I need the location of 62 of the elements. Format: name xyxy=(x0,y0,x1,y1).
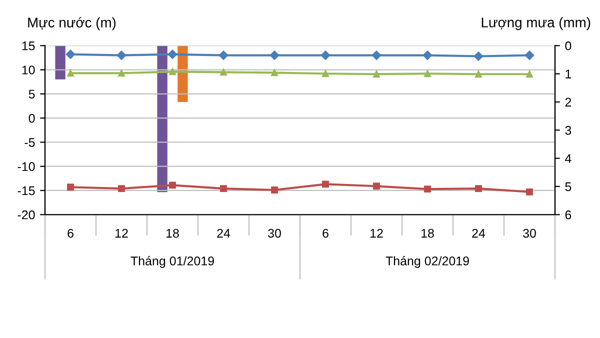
x-tick-label: 6 xyxy=(322,228,328,238)
y2-tick-label: 6 xyxy=(565,210,572,220)
point xyxy=(218,50,228,60)
y2-axis-title: Lượng mưa (mm) xyxy=(482,17,590,30)
point xyxy=(424,70,431,78)
y-tick-label: 15 xyxy=(22,42,35,50)
point xyxy=(66,50,76,59)
x-tick-label: 12 xyxy=(370,228,383,238)
y2-tick-label: 1 xyxy=(566,70,572,78)
point xyxy=(116,50,126,60)
point xyxy=(169,68,176,76)
bar xyxy=(55,46,66,80)
point xyxy=(475,185,482,192)
y2-tick-label: 0 xyxy=(565,41,572,50)
y-tick-label: -10 xyxy=(18,162,35,171)
point xyxy=(168,50,178,59)
point xyxy=(526,188,533,196)
point xyxy=(67,70,74,77)
x-tick-label: 30 xyxy=(268,228,281,238)
point xyxy=(220,185,227,192)
point xyxy=(271,69,278,76)
point xyxy=(118,70,125,77)
x-tick-label: 24 xyxy=(217,228,230,238)
point xyxy=(322,180,329,188)
point xyxy=(322,70,329,78)
y-tick-label: 10 xyxy=(22,66,35,74)
point xyxy=(271,186,278,194)
point xyxy=(475,70,482,78)
bar xyxy=(178,46,188,102)
y-tick-label: -20 xyxy=(18,210,35,220)
point xyxy=(422,50,432,60)
point xyxy=(524,50,534,60)
y2-tick-label: 5 xyxy=(565,182,572,192)
x-tick-label: 12 xyxy=(116,228,128,238)
point xyxy=(118,185,125,192)
x-tick-label: 24 xyxy=(472,228,486,238)
y2-tick-label: 3 xyxy=(565,126,572,135)
point xyxy=(373,182,380,190)
point xyxy=(526,70,533,78)
point xyxy=(169,182,176,189)
x-tick-label: 30 xyxy=(523,228,536,238)
point xyxy=(320,50,330,60)
x-tick-label: 6 xyxy=(68,228,74,238)
x-tick-label: 18 xyxy=(166,228,179,238)
y2-tick-label: 4 xyxy=(565,154,572,163)
point xyxy=(373,70,380,78)
point xyxy=(67,184,74,191)
text: Tháng 01/2019 xyxy=(130,256,214,268)
point xyxy=(270,50,280,60)
y-tick-label: 0 xyxy=(28,114,35,123)
y2-tick-label: 2 xyxy=(565,98,572,106)
text: Tháng 02/2019 xyxy=(386,256,469,268)
point xyxy=(474,52,484,61)
point xyxy=(424,186,431,193)
y-axis-title: Mực nước (m) xyxy=(28,17,116,30)
x-tick-label: 18 xyxy=(422,228,434,238)
point xyxy=(220,68,227,76)
y-tick-label: -15 xyxy=(18,186,35,196)
y-tick-label: -5 xyxy=(24,138,35,147)
y-tick-label: 5 xyxy=(28,90,35,99)
bar xyxy=(157,46,168,192)
point xyxy=(372,50,382,60)
